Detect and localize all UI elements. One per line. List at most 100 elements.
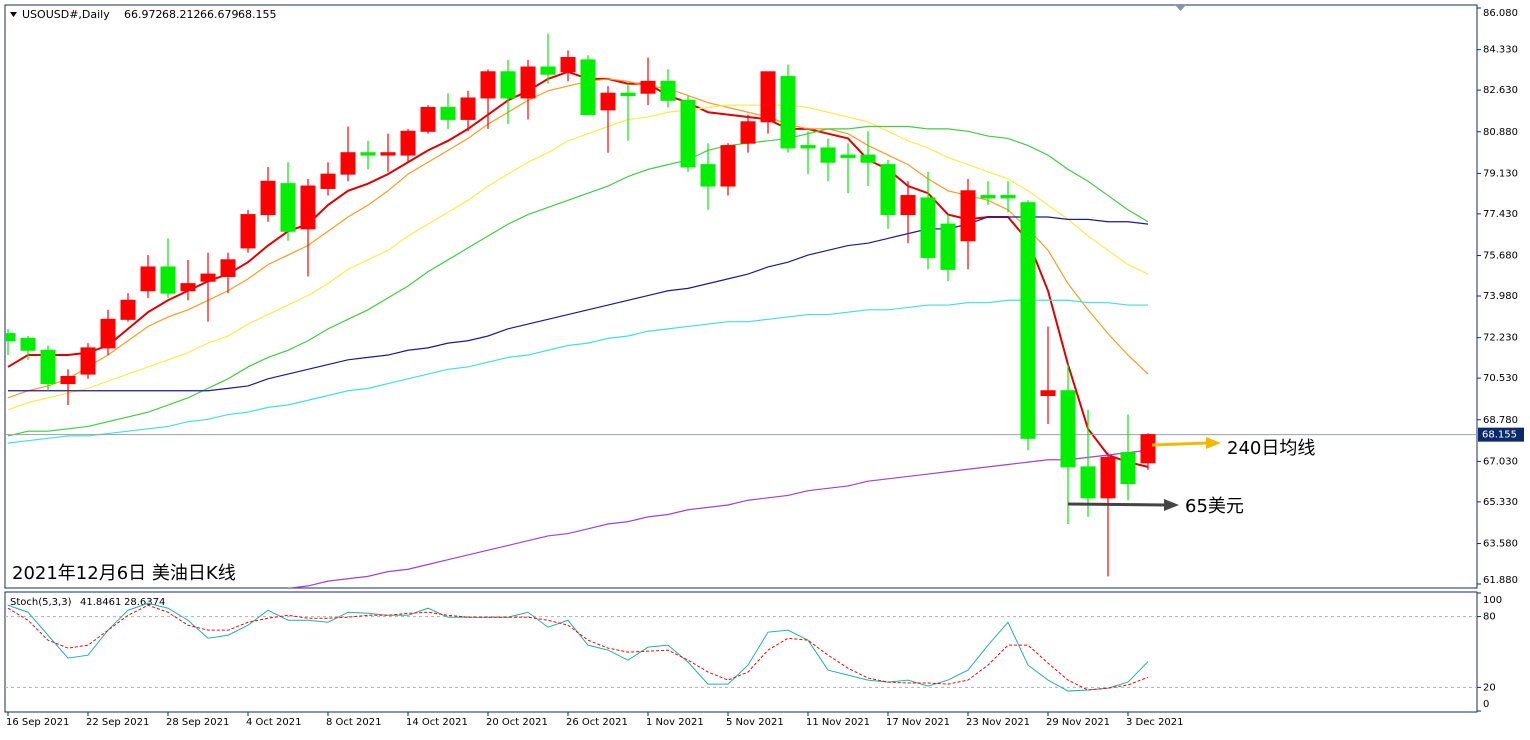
ohlc-high: 68.212 <box>162 8 201 21</box>
candle-body <box>460 97 476 120</box>
annotation-arrow <box>1067 502 1167 507</box>
y-tick-label: 68.780 <box>1483 415 1518 426</box>
x-tick-label: 29 Nov 2021 <box>1046 717 1110 728</box>
candle-body <box>440 106 456 120</box>
candle-body <box>920 197 936 258</box>
y-tick-label: 67.030 <box>1483 456 1518 467</box>
x-tick-label: 8 Oct 2021 <box>326 717 381 728</box>
y-tick-label: 84.330 <box>1483 45 1518 56</box>
y-tick-label: 82.630 <box>1483 85 1518 96</box>
candle-body <box>360 152 376 156</box>
candle-body <box>280 183 296 232</box>
candle-body <box>200 273 216 282</box>
x-tick-label: 26 Oct 2021 <box>566 717 628 728</box>
y-tick-label: 61.880 <box>1483 575 1518 586</box>
candle-body <box>880 164 896 216</box>
candle-body <box>800 145 816 149</box>
x-tick-label: 17 Nov 2021 <box>886 717 950 728</box>
y-tick-label: 86.080 <box>1483 8 1518 19</box>
indicator-line <box>7 604 1149 691</box>
candle-body <box>740 121 756 144</box>
moving-average <box>8 216 1149 392</box>
y-tick-label: 20 <box>1483 682 1496 693</box>
moving-average <box>7 104 1149 411</box>
candle-body <box>1140 434 1156 464</box>
moving-average <box>7 125 1149 437</box>
candle-body <box>600 92 616 111</box>
last-price-label: 68.155 <box>1482 430 1517 441</box>
annotation-arrow <box>1151 441 1209 447</box>
candle-body <box>260 180 276 216</box>
ohlc-open: 66.972 <box>124 8 163 21</box>
x-tick-label: 4 Oct 2021 <box>246 717 301 728</box>
x-tick-label: 11 Nov 2021 <box>806 717 870 728</box>
sub-panel-frame <box>4 591 1478 713</box>
stoch-main-value: 41.8461 <box>80 597 121 608</box>
candle-body <box>380 152 396 156</box>
candle-body <box>160 266 176 294</box>
moving-average <box>7 78 1149 399</box>
candle-body <box>580 59 596 116</box>
caption: 2021年12月6日 美油日K线 <box>12 563 236 584</box>
y-tick-label: 75.680 <box>1483 251 1518 262</box>
moving-average <box>7 70 1149 468</box>
stoch-signal-value: 28.6374 <box>124 597 165 608</box>
y-tick-label: 80 <box>1483 612 1496 623</box>
candle-body <box>220 259 236 277</box>
candle-body <box>1100 456 1116 499</box>
annotation-arrowhead <box>1206 437 1221 449</box>
candle-body <box>960 190 976 242</box>
y-tick-label: 65.330 <box>1483 497 1518 508</box>
candle-body <box>860 154 876 163</box>
symbol-marker <box>10 12 17 17</box>
candle-body <box>980 195 996 199</box>
candle-body <box>620 92 636 97</box>
candle-body <box>60 375 76 385</box>
candle-body <box>20 337 36 351</box>
candle-body <box>340 152 356 175</box>
x-tick-label: 16 Sep 2021 <box>6 717 69 728</box>
candle-body <box>500 71 516 99</box>
candle-body <box>1040 390 1056 396</box>
annotation: 65美元 <box>1185 496 1244 517</box>
y-tick-label: 100 <box>1483 595 1502 606</box>
y-tick-label: 80.880 <box>1483 127 1518 138</box>
candle-body <box>720 145 736 187</box>
candle-body <box>840 154 856 158</box>
ohlc-low: 66.679 <box>200 8 239 21</box>
y-tick-label: 72.230 <box>1483 333 1518 344</box>
x-tick-label: 14 Oct 2021 <box>406 717 468 728</box>
y-tick-label: 70.530 <box>1483 373 1518 384</box>
y-tick-label: 77.430 <box>1483 209 1518 220</box>
candle-body <box>300 185 316 230</box>
moving-average <box>287 449 1149 588</box>
candle-body <box>320 173 336 189</box>
annotation-arrowhead <box>1164 499 1179 511</box>
symbol-title: USOUSD#,Daily <box>22 8 110 21</box>
shift-marker <box>1175 5 1186 11</box>
y-tick-label: 0 <box>1483 699 1489 710</box>
candle-body <box>1080 466 1096 499</box>
y-tick-label: 73.980 <box>1483 291 1518 302</box>
candle-body <box>480 71 496 99</box>
moving-average <box>7 299 1148 444</box>
y-tick-label: 63.580 <box>1483 539 1518 550</box>
y-tick-label: 79.130 <box>1483 168 1518 179</box>
candle-body <box>520 66 536 99</box>
candle-body <box>680 99 696 168</box>
x-tick-label: 20 Oct 2021 <box>486 717 548 728</box>
x-tick-label: 22 Sep 2021 <box>86 717 149 728</box>
candle-body <box>1060 390 1076 468</box>
candle-body <box>180 283 196 292</box>
candle-body <box>100 318 116 349</box>
candle-body <box>1120 452 1136 485</box>
candle-body <box>1000 195 1016 199</box>
x-tick-label: 23 Nov 2021 <box>966 717 1030 728</box>
candle-body <box>140 266 156 292</box>
candle-body <box>240 214 256 249</box>
candle-body <box>40 349 56 385</box>
candle-body <box>780 76 796 149</box>
overlay: 86.080 84.330 82.630 80.880 79.130 77.430 75.6… <box>6 7 1524 728</box>
ohlc-close: 68.155 <box>238 8 277 21</box>
